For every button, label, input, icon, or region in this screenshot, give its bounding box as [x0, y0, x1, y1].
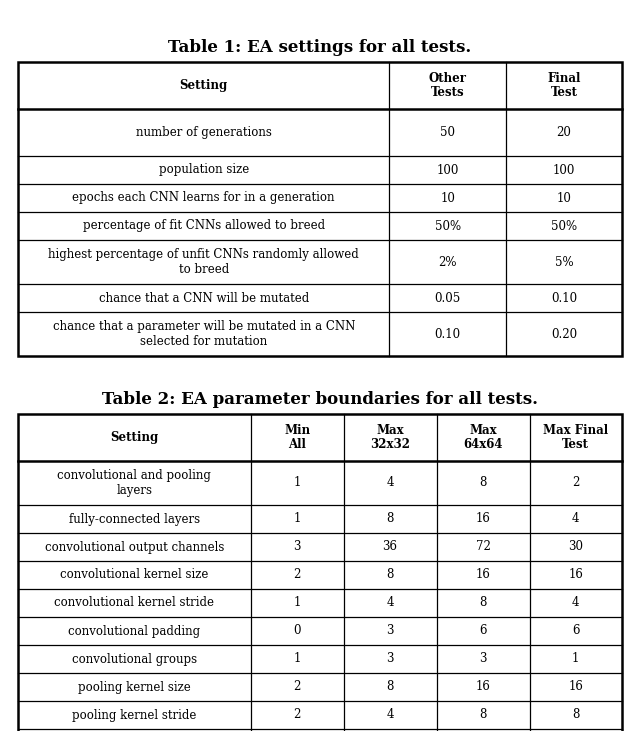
Text: 36: 36 — [383, 540, 397, 553]
Text: 16: 16 — [568, 569, 583, 581]
Text: 5%: 5% — [555, 256, 573, 268]
Text: Table 1: EA settings for all tests.: Table 1: EA settings for all tests. — [168, 39, 472, 56]
Text: 3: 3 — [387, 653, 394, 665]
Text: 72: 72 — [476, 540, 490, 553]
Text: number of generations: number of generations — [136, 126, 271, 139]
Text: 50%: 50% — [435, 219, 461, 232]
Text: 8: 8 — [479, 596, 487, 610]
Text: Max
64x64: Max 64x64 — [463, 423, 503, 452]
Text: 2: 2 — [293, 569, 301, 581]
Text: pooling kernel size: pooling kernel size — [78, 681, 191, 694]
Text: highest percentage of unfit CNNs randomly allowed
to breed: highest percentage of unfit CNNs randoml… — [49, 248, 359, 276]
Text: 3: 3 — [479, 653, 487, 665]
Text: 2: 2 — [293, 681, 301, 694]
Text: 2: 2 — [572, 477, 579, 490]
Text: 16: 16 — [476, 512, 490, 526]
Text: chance that a parameter will be mutated in a CNN
selected for mutation: chance that a parameter will be mutated … — [52, 320, 355, 348]
Text: Setting: Setting — [180, 79, 228, 92]
Text: 1: 1 — [293, 512, 301, 526]
Text: 0.10: 0.10 — [435, 327, 461, 341]
Text: Final
Test: Final Test — [547, 72, 580, 99]
Text: convolutional and pooling
layers: convolutional and pooling layers — [58, 469, 211, 497]
Text: 16: 16 — [476, 681, 490, 694]
Text: chance that a CNN will be mutated: chance that a CNN will be mutated — [99, 292, 309, 305]
Text: percentage of fit CNNs allowed to breed: percentage of fit CNNs allowed to breed — [83, 219, 324, 232]
Text: 6: 6 — [479, 624, 487, 637]
Text: 100: 100 — [436, 164, 459, 176]
Bar — [18, 62, 622, 356]
Text: 1: 1 — [572, 653, 579, 665]
Text: 100: 100 — [553, 164, 575, 176]
Text: 0.20: 0.20 — [551, 327, 577, 341]
Text: 1: 1 — [293, 653, 301, 665]
Text: 8: 8 — [387, 512, 394, 526]
Text: 0.05: 0.05 — [435, 292, 461, 305]
Text: convolutional padding: convolutional padding — [68, 624, 200, 637]
Text: 3: 3 — [293, 540, 301, 553]
Text: convolutional output channels: convolutional output channels — [45, 540, 224, 553]
Text: 2: 2 — [293, 708, 301, 721]
Text: convolutional groups: convolutional groups — [72, 653, 197, 665]
Text: 8: 8 — [479, 477, 487, 490]
Text: 50: 50 — [440, 126, 455, 139]
Text: population size: population size — [159, 164, 249, 176]
Text: 16: 16 — [568, 681, 583, 694]
Text: Min
All: Min All — [284, 423, 310, 452]
Bar — [18, 414, 622, 731]
Text: 4: 4 — [572, 596, 580, 610]
Text: 50%: 50% — [551, 219, 577, 232]
Text: 4: 4 — [387, 596, 394, 610]
Text: 20: 20 — [557, 126, 572, 139]
Text: 6: 6 — [572, 624, 580, 637]
Text: 8: 8 — [387, 569, 394, 581]
Text: Other
Tests: Other Tests — [429, 72, 467, 99]
Text: 4: 4 — [572, 512, 580, 526]
Text: convolutional kernel stride: convolutional kernel stride — [54, 596, 214, 610]
Text: 0: 0 — [293, 624, 301, 637]
Text: pooling kernel stride: pooling kernel stride — [72, 708, 196, 721]
Text: 10: 10 — [440, 192, 455, 205]
Text: 4: 4 — [387, 708, 394, 721]
Text: 8: 8 — [387, 681, 394, 694]
Text: 4: 4 — [387, 477, 394, 490]
Text: fully-connected layers: fully-connected layers — [68, 512, 200, 526]
Text: 1: 1 — [293, 596, 301, 610]
Text: Setting: Setting — [110, 431, 158, 444]
Text: 2%: 2% — [438, 256, 457, 268]
Text: 3: 3 — [387, 624, 394, 637]
Text: convolutional kernel size: convolutional kernel size — [60, 569, 209, 581]
Text: Table 2: EA parameter boundaries for all tests.: Table 2: EA parameter boundaries for all… — [102, 390, 538, 407]
Text: 0.10: 0.10 — [551, 292, 577, 305]
Text: 30: 30 — [568, 540, 583, 553]
Text: 1: 1 — [293, 477, 301, 490]
Text: 8: 8 — [479, 708, 487, 721]
Text: 10: 10 — [557, 192, 572, 205]
Text: 16: 16 — [476, 569, 490, 581]
Text: 8: 8 — [572, 708, 579, 721]
Text: epochs each CNN learns for in a generation: epochs each CNN learns for in a generati… — [72, 192, 335, 205]
Text: Max
32x32: Max 32x32 — [370, 423, 410, 452]
Text: Max Final
Test: Max Final Test — [543, 423, 609, 452]
